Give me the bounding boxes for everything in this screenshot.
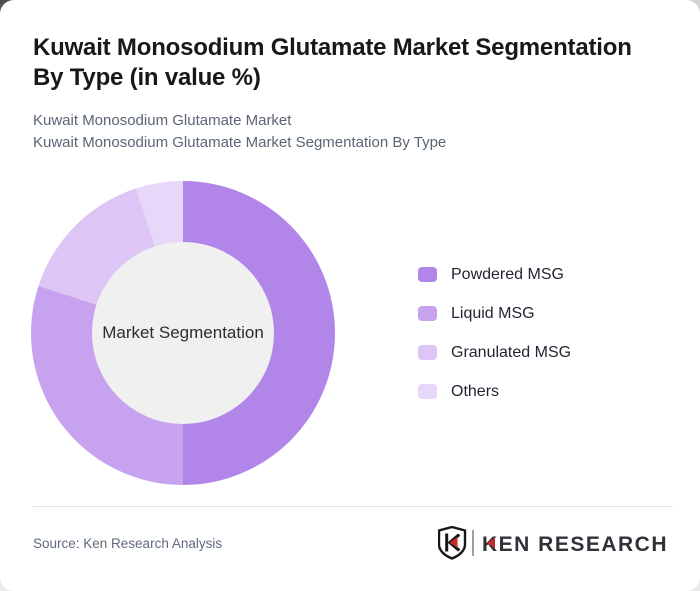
legend-item-liquid-msg: Liquid MSG — [418, 305, 571, 322]
donut-center-label: Market Segmentation — [102, 323, 264, 342]
page-subtitle: Kuwait Monosodium Glutamate Market Kuwai… — [33, 110, 673, 154]
legend-swatch-powdered-msg — [418, 267, 437, 282]
footer-divider — [33, 506, 673, 507]
page-title: Kuwait Monosodium Glutamate Market Segme… — [33, 33, 673, 93]
legend-label: Others — [451, 382, 500, 400]
donut-hole: Market Segmentation — [92, 242, 274, 424]
page-title-line1: Kuwait Monosodium Glutamate Market Segme… — [33, 34, 632, 61]
legend-item-granulated-msg: Granulated MSG — [418, 344, 571, 361]
legend-item-powdered-msg: Powdered MSG — [418, 266, 571, 283]
subtitle-line2: Kuwait Monosodium Glutamate Market Segme… — [33, 134, 447, 151]
legend-swatch-granulated-msg — [418, 345, 437, 360]
logo-separator — [472, 530, 474, 556]
legend-swatch-others — [418, 384, 437, 399]
chart-legend: Powdered MSG Liquid MSG Granulated MSG O… — [418, 266, 571, 422]
brand-k-accent — [487, 537, 495, 549]
legend-label: Liquid MSG — [451, 304, 535, 322]
ken-research-logo: KEN RESEARCH — [438, 526, 668, 560]
page-title-line2: By Type (in value %) — [33, 64, 261, 91]
ken-research-shield-icon — [438, 526, 467, 560]
legend-item-others: Others — [418, 383, 571, 400]
legend-label: Powdered MSG — [451, 265, 564, 283]
donut-chart: Market Segmentation — [31, 181, 335, 485]
legend-swatch-liquid-msg — [418, 306, 437, 321]
source-note: Source: Ken Research Analysis — [33, 536, 223, 551]
subtitle-line1: Kuwait Monosodium Glutamate Market — [33, 112, 292, 129]
brand-wordmark: KEN RESEARCH — [482, 533, 668, 556]
legend-label: Granulated MSG — [451, 343, 572, 361]
